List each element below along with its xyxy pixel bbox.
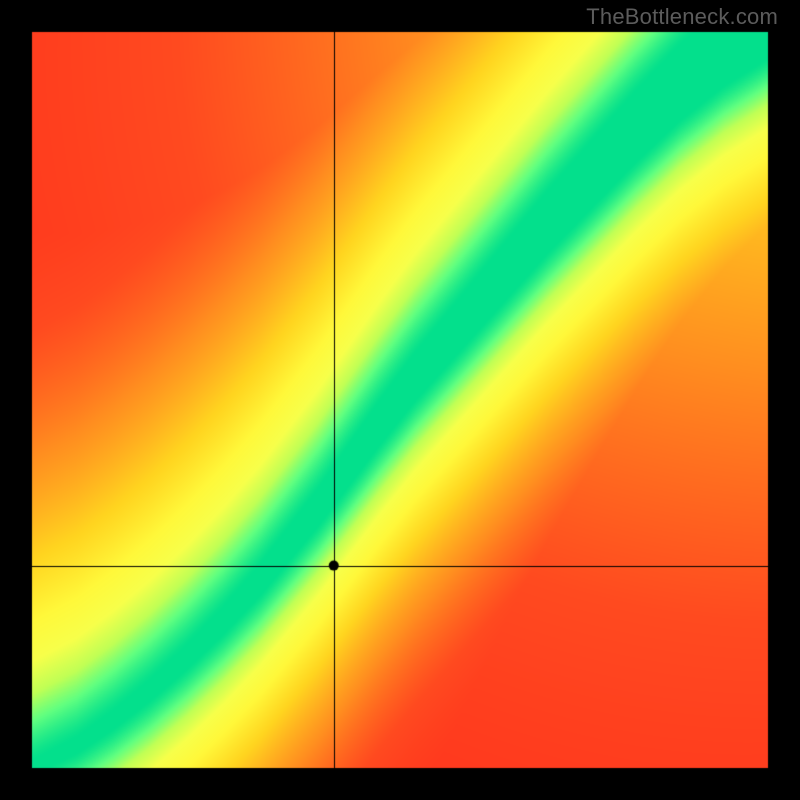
watermark-text: TheBottleneck.com bbox=[586, 4, 778, 30]
bottleneck-heatmap bbox=[0, 0, 800, 800]
chart-container: TheBottleneck.com bbox=[0, 0, 800, 800]
